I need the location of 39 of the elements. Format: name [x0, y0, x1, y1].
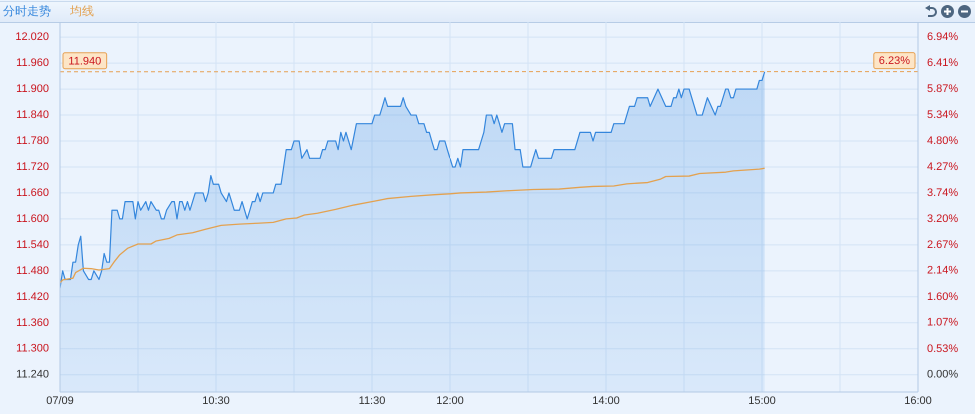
text: 6.94%: [927, 31, 958, 44]
y-tick-label: 11.960: [16, 57, 49, 70]
text: 4.80%: [927, 135, 958, 148]
text: 0.53%: [927, 342, 958, 355]
y-tick-label: 11.780: [16, 135, 49, 148]
text: 分时走势: [3, 3, 51, 20]
x-tick-label: 16:00: [904, 395, 932, 407]
text: 6.41%: [927, 56, 958, 69]
text: 0.00%: [927, 368, 958, 381]
text: 2.14%: [927, 264, 958, 277]
text: 均线: [70, 3, 94, 20]
y-tick-label: 11.480: [16, 264, 49, 277]
x-tick-label: 12:00: [436, 395, 464, 407]
x-tick-label: 14:00: [592, 395, 620, 407]
y-tick-label: 11.540: [16, 238, 49, 251]
y-tick-label: 11.300: [16, 342, 49, 355]
y-tick-label: 11.240: [16, 368, 49, 381]
text: 4.27%: [927, 160, 958, 173]
y-tick-label: 11.720: [16, 160, 49, 173]
y-tick-label: 12.020: [15, 31, 49, 44]
x-tick-label: 07/09: [46, 395, 74, 407]
ref-line-label: 11.940: [68, 55, 102, 68]
text: 3.74%: [927, 186, 958, 199]
text: 2.67%: [927, 238, 958, 251]
y-tick-label: 11.420: [16, 290, 49, 303]
text: 3.20%: [927, 213, 958, 226]
y-tick-label: 11.660: [16, 186, 49, 199]
x-tick-label: 11:30: [358, 395, 386, 407]
text: 1.60%: [927, 290, 958, 303]
text: 1.07%: [927, 316, 958, 329]
y-tick-label: 11.900: [16, 83, 49, 96]
y-tick-label: 11.600: [16, 212, 49, 225]
y-tick-label: 11.360: [16, 316, 49, 329]
text: 5.87%: [927, 83, 958, 96]
text: 5.34%: [927, 108, 958, 121]
x-tick-label: 15:00: [748, 395, 776, 407]
ref-line-label: 6.23%: [878, 55, 910, 68]
x-tick-label: 10:30: [202, 395, 230, 407]
y-tick-label: 11.840: [16, 109, 49, 122]
